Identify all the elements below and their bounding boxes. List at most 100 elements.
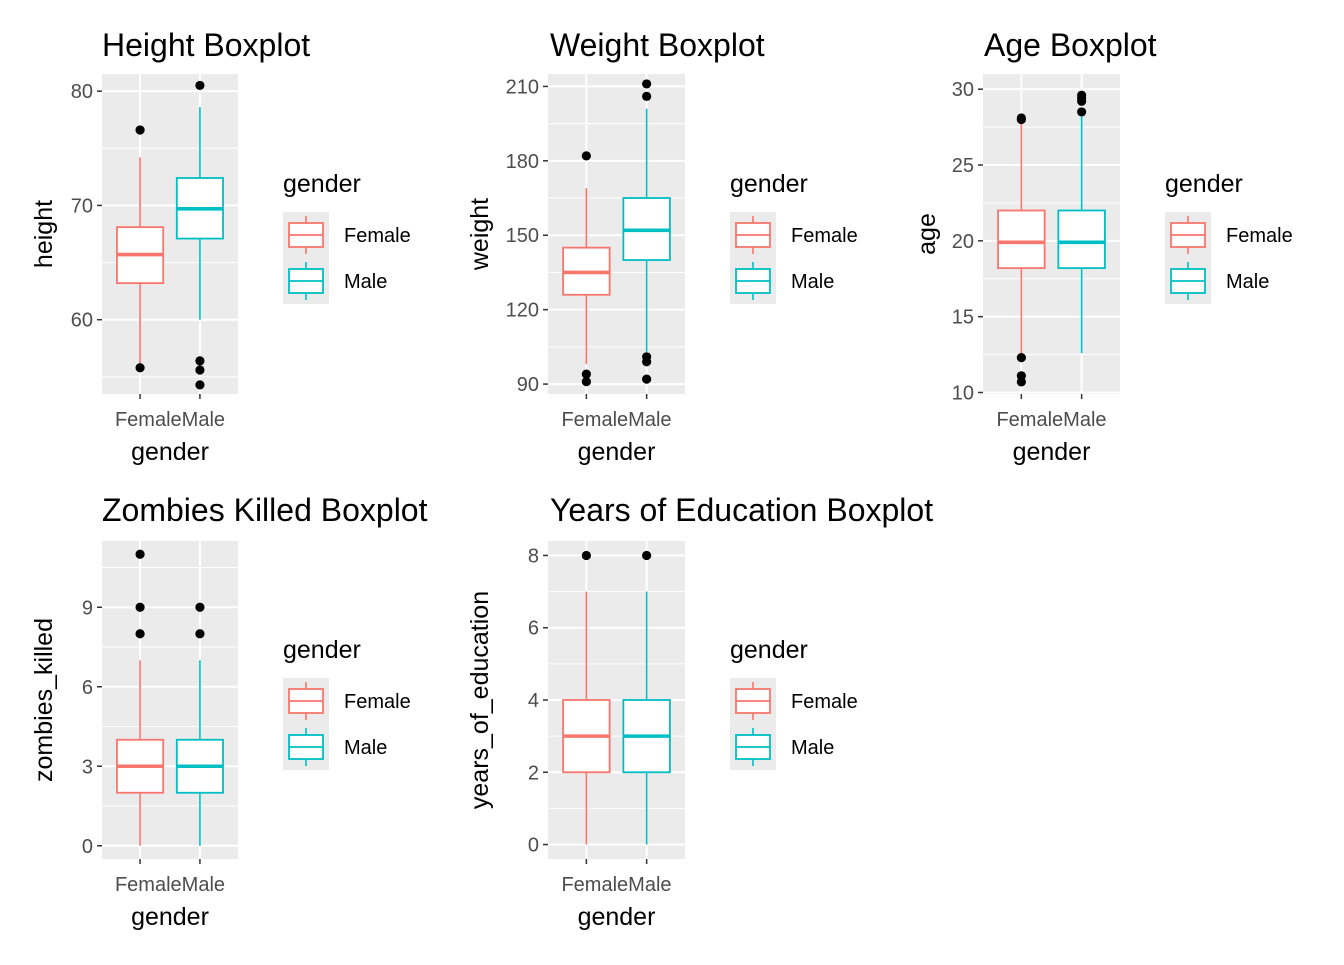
legend: gender Female Male: [283, 636, 411, 770]
legend: gender Female Male: [1165, 170, 1293, 304]
y-tick-label: 0: [82, 836, 93, 858]
y-axis-title: height: [30, 200, 58, 268]
y-tick-label: 80: [71, 81, 93, 103]
y-tick-label: 6: [82, 677, 93, 699]
plot-panel: [102, 541, 238, 859]
outlier-point: [195, 80, 205, 91]
y-axis-title: years_of_education: [466, 591, 494, 809]
y-tick-label: 15: [952, 307, 974, 329]
legend: gender Female Male: [730, 170, 858, 304]
x-tick-labels: FemaleMale: [996, 409, 1106, 431]
outlier-point: [1077, 96, 1087, 106]
legend-title: gender: [1165, 170, 1243, 198]
legend: gender Female Male: [730, 636, 858, 770]
legend-label-female: Female: [791, 225, 858, 247]
y-tick-label: 180: [506, 151, 539, 173]
chart-title: Height Boxplot: [102, 27, 310, 63]
outlier-point: [581, 376, 591, 387]
legend: gender Female Male: [283, 170, 411, 304]
outlier-point: [581, 550, 591, 561]
box-male: [175, 80, 224, 390]
y-tick-label: 210: [506, 76, 539, 98]
legend-label-male: Male: [1226, 271, 1269, 293]
y-axis-title: weight: [466, 198, 494, 271]
box-male: [1057, 90, 1106, 354]
chart-title: Years of Education Boxplot: [550, 492, 933, 528]
outlier-point: [135, 602, 145, 612]
y-axis-title: age: [913, 213, 941, 255]
iqr-box: [1057, 209, 1106, 270]
y-tick-label: 60: [71, 310, 93, 332]
legend-title: gender: [283, 636, 361, 664]
outlier-point: [195, 380, 205, 390]
y-tick-label: 6: [528, 618, 539, 640]
legend-label-female: Female: [344, 225, 411, 247]
x-axis-title: gender: [578, 903, 656, 931]
legend-label-female: Female: [791, 691, 858, 713]
y-tick-label: 2: [528, 762, 539, 784]
x-axis-title: gender: [1013, 438, 1091, 466]
box-female: [562, 151, 611, 387]
outlier-point: [195, 356, 205, 366]
legend-title: gender: [283, 170, 361, 198]
y-tick-label: 10: [952, 382, 974, 404]
y-tick-label: 8: [528, 545, 539, 567]
x-axis-title: gender: [578, 438, 656, 466]
y-tick-label: 150: [506, 225, 539, 247]
x-tick-labels: FemaleMale: [115, 874, 225, 896]
y-tick-label: 9: [82, 597, 93, 619]
legend-label-male: Male: [791, 271, 834, 293]
legend-label-female: Female: [344, 691, 411, 713]
y-tick-label: 20: [952, 231, 974, 253]
chart-panel-2: 90120150180210FemaleMalegenderweightWeig…: [466, 27, 858, 466]
box-male: [622, 550, 671, 845]
legend-label-female: Female: [1226, 225, 1293, 247]
box-male: [175, 602, 224, 846]
y-tick-label: 70: [71, 195, 93, 217]
y-tick-label: 90: [517, 374, 539, 396]
outlier-point: [642, 550, 652, 561]
outlier-point: [1016, 114, 1026, 125]
outlier-point: [135, 363, 145, 373]
legend-title: gender: [730, 170, 808, 198]
outlier-point: [581, 151, 591, 161]
legend-label-male: Male: [344, 737, 387, 759]
chart-title: Weight Boxplot: [550, 27, 765, 63]
legend-label-male: Male: [344, 271, 387, 293]
outlier-point: [195, 602, 205, 612]
box-male: [622, 79, 671, 384]
iqr-box: [997, 209, 1046, 270]
y-tick-label: 25: [952, 155, 974, 177]
box-female: [562, 550, 611, 845]
chart-panel-5: 0 2 4 6 8 FemaleMale gender years_of_education Y…: [466, 492, 933, 931]
y-tick-label: 30: [952, 79, 974, 101]
outlier-point: [135, 125, 145, 135]
x-tick-labels: FemaleMale: [561, 874, 671, 896]
x-tick-labels: FemaleMale: [115, 409, 225, 431]
y-tick-label: 3: [82, 756, 93, 778]
legend-title: gender: [730, 636, 808, 664]
y-tick-label: 4: [528, 690, 539, 712]
outlier-point: [642, 79, 652, 89]
outlier-point: [135, 629, 145, 639]
x-axis-title: gender: [131, 438, 209, 466]
y-tick-label: 0: [528, 835, 539, 857]
outlier-point: [135, 549, 145, 559]
chart-title: Zombies Killed Boxplot: [102, 492, 428, 528]
outlier-point: [581, 369, 591, 379]
outlier-point: [642, 357, 652, 367]
chart-panel-4: 0369FemaleMalegenderzombies_killedZombie…: [30, 492, 428, 931]
outlier-point: [195, 629, 205, 639]
box-female: [116, 549, 165, 846]
outlier-point: [642, 91, 652, 101]
x-tick-labels: FemaleMale: [561, 409, 671, 431]
outlier-point: [1016, 353, 1026, 363]
box-female: [116, 125, 165, 373]
outlier-point: [1077, 107, 1087, 117]
outlier-point: [642, 374, 652, 384]
outlier-point: [1016, 377, 1026, 387]
y-axis-title: zombies_killed: [30, 618, 58, 782]
